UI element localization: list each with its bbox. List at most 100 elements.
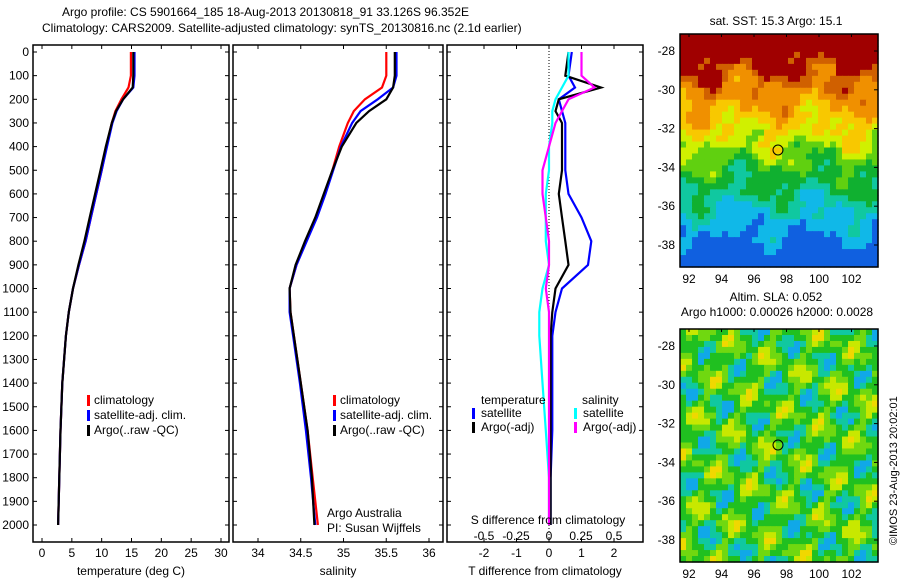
map-pixel (830, 538, 837, 545)
map-pixel (692, 514, 699, 521)
map-pixel (806, 346, 813, 354)
map-pixel (800, 237, 807, 244)
map-pixel (740, 424, 747, 432)
map-pixel (734, 394, 741, 402)
map-pixel (806, 448, 813, 456)
map-pixel (824, 352, 831, 360)
map-pixel (842, 159, 849, 167)
map-pixel (800, 45, 807, 53)
map-pixel (710, 117, 717, 125)
map-pixel (854, 123, 861, 131)
map-pixel (818, 93, 825, 101)
map-pixel (710, 171, 717, 178)
map-pixel (824, 195, 831, 202)
map-pixel (734, 550, 741, 557)
map-pixel (698, 352, 705, 360)
x-tick-label: -1 (511, 546, 522, 560)
map-pixel (734, 201, 741, 208)
map-pixel (830, 352, 837, 360)
map-pixel (824, 454, 831, 462)
map-pixel (710, 255, 717, 262)
map-pixel (860, 231, 867, 238)
map-pixel (734, 424, 741, 432)
map-pixel (794, 105, 801, 113)
map-pixel (680, 177, 687, 184)
map-pixel (788, 99, 795, 107)
map-pixel (866, 514, 873, 521)
map-pixel (770, 135, 777, 143)
map-pixel (842, 490, 849, 497)
map-pixel (686, 177, 693, 184)
map-pixel (830, 376, 837, 384)
map-pixel (770, 454, 777, 462)
map-pixel (734, 496, 741, 503)
map-pixel (812, 117, 819, 125)
map-pixel (830, 526, 837, 533)
map-pixel (728, 544, 735, 551)
map-pixel (836, 508, 843, 515)
map-pixel (848, 364, 855, 372)
map-pixel (740, 502, 747, 509)
map-pixel (764, 231, 771, 238)
map-pixel (734, 69, 741, 77)
map-pixel (746, 520, 753, 527)
map-pixel (872, 544, 879, 551)
map-y-tick-label: -38 (658, 533, 676, 547)
x-tick-label: 35 (337, 546, 351, 560)
map-pixel (812, 358, 819, 366)
map-pixel (842, 334, 849, 342)
map-pixel (680, 147, 687, 155)
map-pixel (854, 508, 861, 515)
map-pixel (758, 532, 765, 539)
map-pixel (788, 478, 795, 485)
map-pixel (806, 484, 813, 491)
map-pixel (776, 520, 783, 527)
map-pixel (680, 255, 687, 262)
map-pixel (830, 430, 837, 438)
map-pixel (866, 135, 873, 143)
map-pixel (728, 352, 735, 360)
map-pixel (794, 388, 801, 396)
map-pixel (806, 460, 813, 468)
map-pixel (818, 352, 825, 360)
map-pixel (854, 454, 861, 462)
map-pixel (752, 177, 759, 184)
map-pixel (770, 478, 777, 485)
map-pixel (758, 111, 765, 119)
map-pixel (734, 538, 741, 545)
map-pixel (722, 177, 729, 184)
y-tick-label: 1100 (3, 305, 29, 319)
map-pixel (686, 171, 693, 178)
legend-swatch (333, 410, 336, 421)
map-pixel (740, 556, 747, 563)
map-pixel (734, 63, 741, 71)
map-pixel (770, 448, 777, 456)
map-pixel (812, 484, 819, 491)
map-pixel (746, 129, 753, 137)
map-pixel (734, 153, 741, 161)
map-pixel (788, 81, 795, 89)
map-pixel (866, 147, 873, 155)
map-pixel (788, 526, 795, 533)
map-pixel (770, 111, 777, 119)
map-pixel (710, 159, 717, 167)
map-pixel (692, 496, 699, 503)
map-pixel (758, 81, 765, 89)
map-pixel (806, 117, 813, 125)
map-pixel (710, 370, 717, 378)
map-pixel (710, 550, 717, 557)
map-pixel (830, 189, 837, 196)
map-pixel (704, 466, 711, 473)
map-pixel (692, 34, 699, 41)
map-pixel (812, 478, 819, 485)
map-pixel (746, 237, 753, 244)
map-pixel (722, 346, 729, 354)
sst-map-pixels (680, 34, 879, 268)
map-pixel (710, 376, 717, 384)
map-pixel (740, 135, 747, 143)
map-pixel (740, 195, 747, 202)
map-pixel (776, 255, 783, 262)
map-pixel (722, 490, 729, 497)
map-pixel (806, 189, 813, 196)
map-pixel (758, 159, 765, 167)
